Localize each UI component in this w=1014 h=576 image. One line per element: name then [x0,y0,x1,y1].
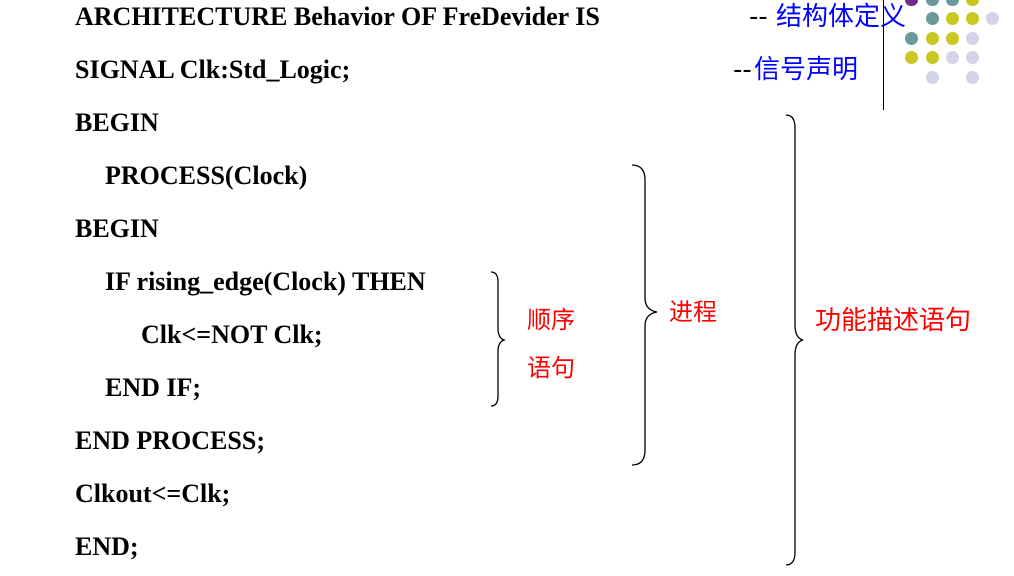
decor-dot [926,51,939,64]
decor-dot [986,12,999,25]
brace-sequential [490,271,507,407]
comment-signal: -- 信号声明 [733,55,858,85]
decor-dot [946,51,959,64]
code-line-begin-inner: BEGIN [75,214,159,243]
decor-dot [966,32,979,45]
decor-dot [946,0,959,6]
code-line-end: END; [75,532,139,561]
code-line-clkout: Clkout<=Clk; [75,479,231,508]
comment-prefix: -- [733,55,752,85]
code-line-if: IF rising_edge(Clock) THEN [105,267,426,296]
decor-dot [926,71,939,84]
decor-dot [905,51,918,64]
code-line-assign: Clk<=NOT Clk; [141,320,323,349]
code-line-process: PROCESS(Clock) [105,161,308,190]
brace-process [631,164,658,466]
decor-dot [946,32,959,45]
code-line-end-process: END PROCESS; [75,426,265,455]
decor-dot [905,0,918,6]
code-line-end-if: END IF; [105,373,202,402]
decor-dot [926,32,939,45]
decor-dot [966,12,979,25]
code-line-signal: SIGNAL Clk:Std_Logic; [75,55,351,84]
label-process: 进程 [669,298,717,326]
label-sequential-line2: 语句 [527,354,575,382]
comment-text: 信号声明 [754,55,859,85]
divider-line [883,0,884,110]
decor-dot [926,0,939,6]
decor-dot [905,32,918,45]
comment-prefix: -- [749,2,768,32]
decor-dot [966,71,979,84]
label-sequential-line1: 顺序 [527,306,575,334]
decor-dot [966,51,979,64]
decor-dot [966,0,979,6]
brace-functional [785,114,804,566]
comment-architecture: -- 结构体定义 [749,2,906,32]
code-line-begin: BEGIN [75,108,159,137]
label-functional: 功能描述语句 [815,306,972,336]
decor-dot [946,12,959,25]
comment-text: 结构体定义 [776,2,907,32]
code-line-architecture: ARCHITECTURE Behavior OF FreDevider IS [75,2,600,31]
decor-dot [926,12,939,25]
